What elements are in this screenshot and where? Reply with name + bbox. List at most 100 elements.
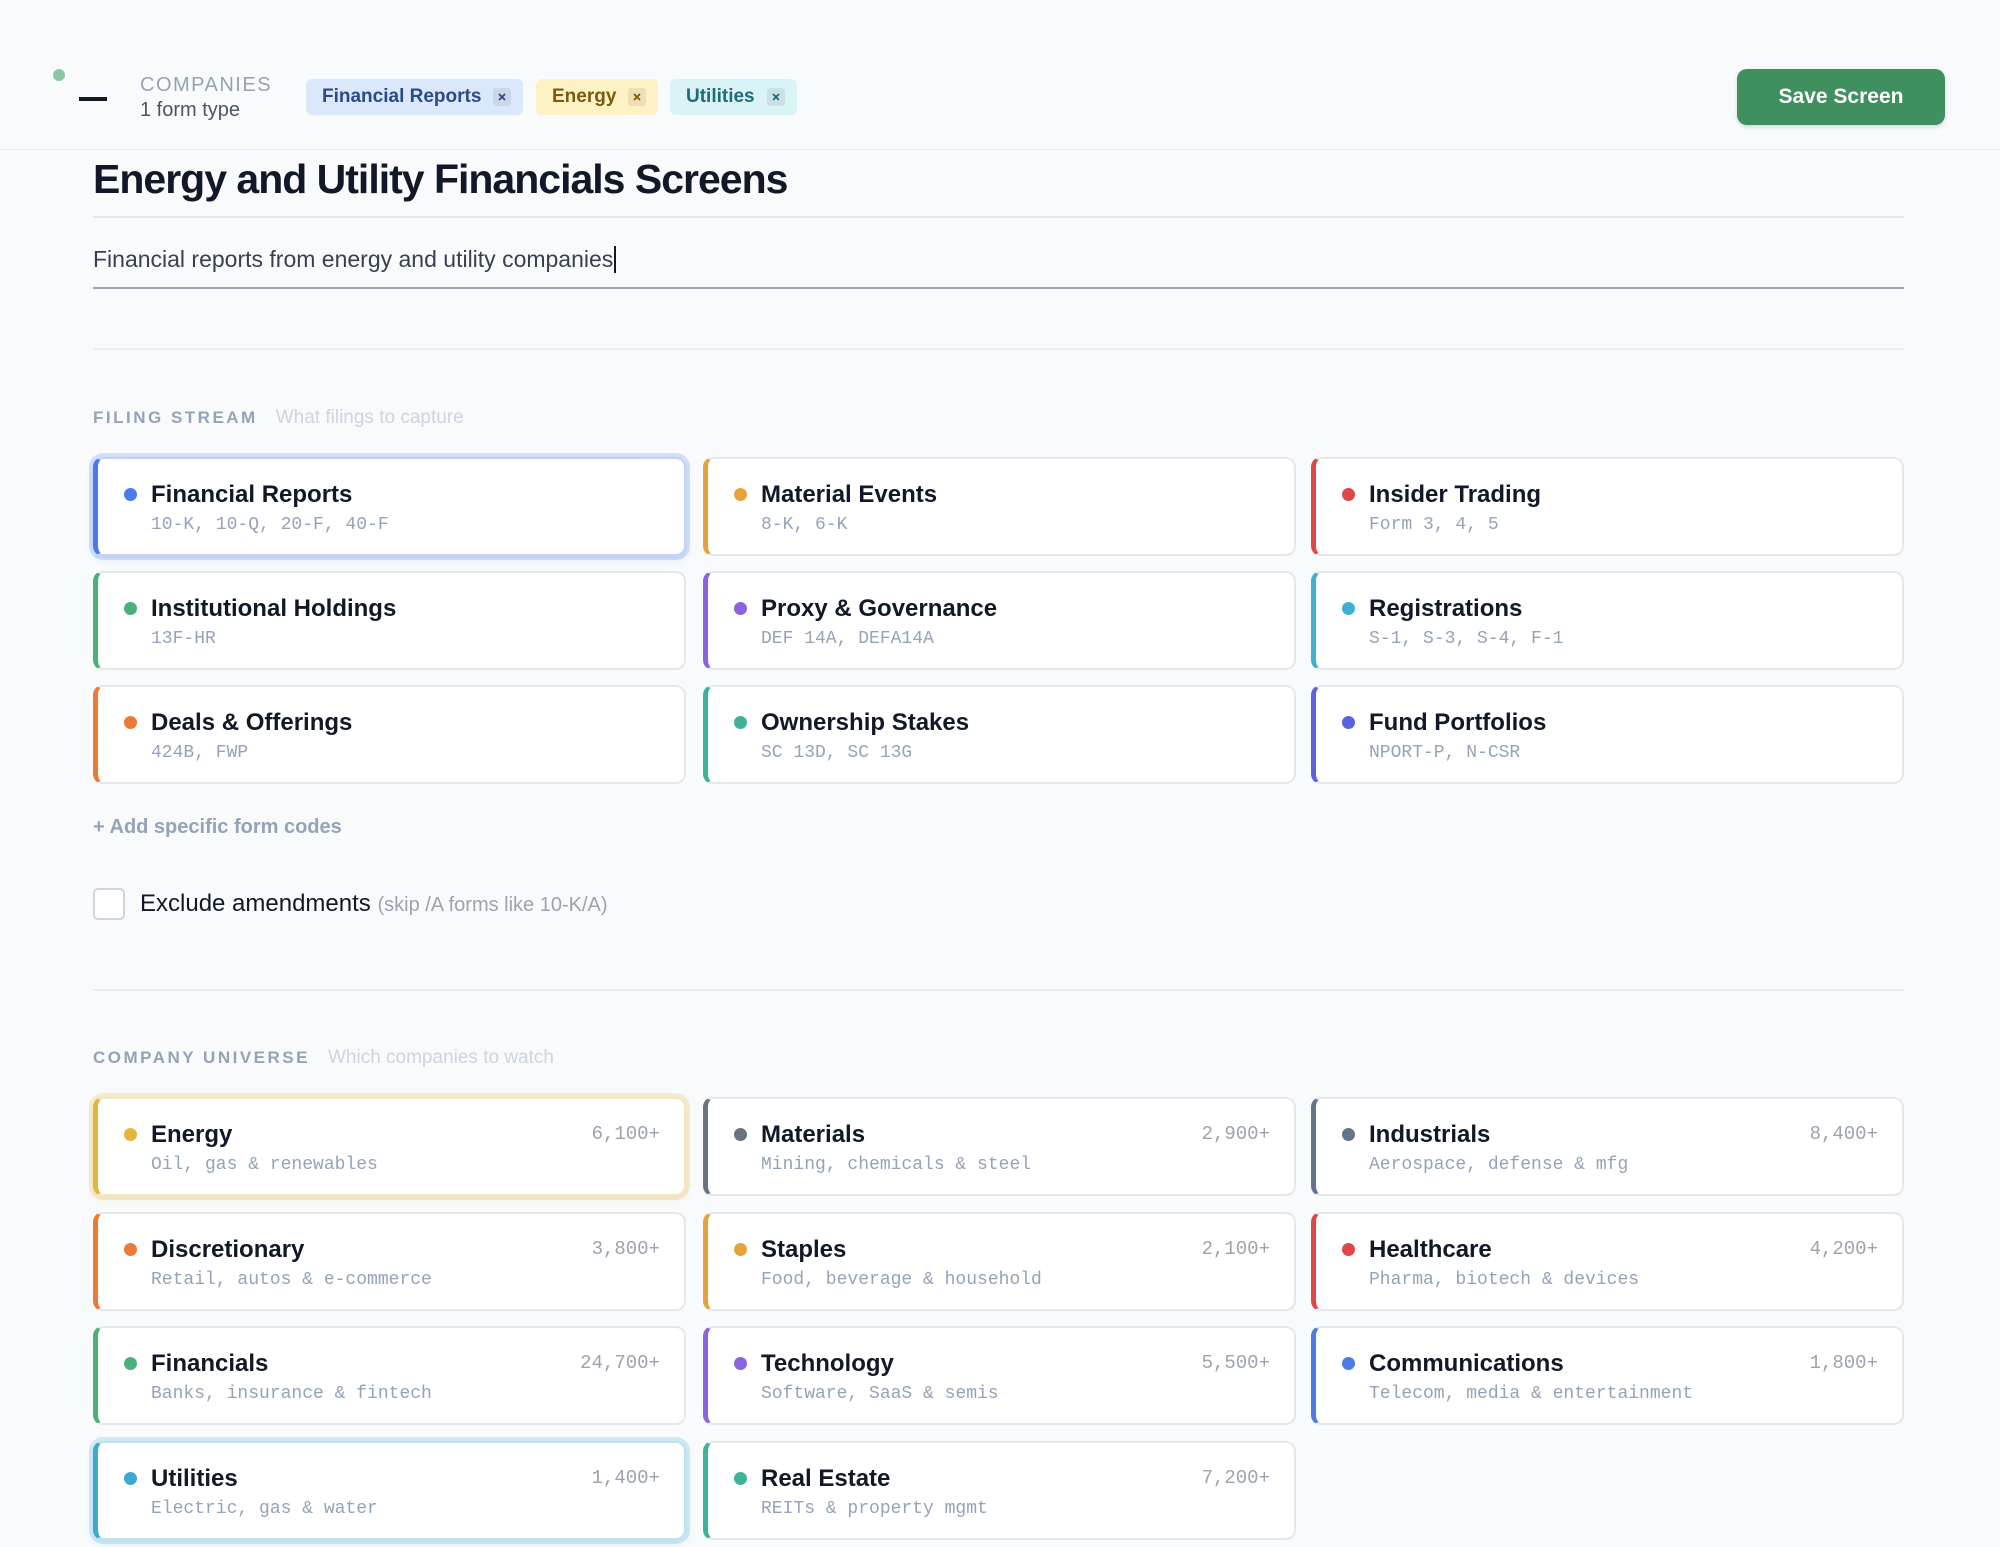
option-card[interactable]: Financials Banks, insurance & fintech 24,7… (93, 1326, 686, 1425)
color-dot (734, 1242, 747, 1256)
section-heading: FILING STREAM What filings to capture (93, 407, 464, 429)
card-title: Industrials (1369, 1121, 1491, 1148)
color-dot (1342, 716, 1355, 729)
card-title: Energy (151, 1121, 233, 1148)
card-title: Healthcare (1369, 1235, 1492, 1263)
card-title: Ownership Stakes (761, 709, 970, 736)
color-dot (1342, 1357, 1355, 1370)
status-dot (53, 69, 65, 81)
color-dot (734, 602, 747, 615)
option-card[interactable]: Technology Software, SaaS & semis 5,500+ (703, 1326, 1296, 1425)
color-dot (124, 1471, 137, 1485)
section-label: COMPANY UNIVERSE (93, 1048, 310, 1067)
card-subtitle: Aerospace, defense & mfg (1369, 1155, 1629, 1175)
card-subtitle: REITs & property mgmt (761, 1498, 988, 1519)
company-count: 8,400+ (1809, 1123, 1878, 1145)
chip-label: Utilities (686, 86, 755, 107)
option-card[interactable]: Communications Telecom, media & entertain… (1311, 1326, 1904, 1425)
card-subtitle: Pharma, biotech & devices (1369, 1269, 1640, 1290)
screen-title[interactable]: Energy and Utility Financials Screens (93, 156, 788, 202)
save-button[interactable]: Save Screen (1737, 69, 1945, 125)
option-card[interactable]: Proxy & Governance DEF 14A, DEFA14A (703, 571, 1296, 670)
description-input[interactable]: Financial reports from energy and utilit… (93, 246, 617, 273)
card-subtitle: NPORT-P, N-CSR (1369, 743, 1521, 763)
section-label: FILING STREAM (93, 408, 258, 427)
option-card[interactable]: Discretionary Retail, autos & e-commerce 3… (93, 1211, 686, 1311)
chip-remove[interactable] (493, 88, 512, 106)
color-dot (124, 1242, 137, 1256)
filter-chip: Energy (536, 79, 659, 115)
card-title: Institutional Holdings (151, 595, 397, 622)
card-subtitle: Telecom, media & entertainment (1369, 1384, 1694, 1404)
option-card[interactable]: Fund Portfolios NPORT-P, N-CSR (1311, 685, 1904, 784)
divider (93, 348, 1904, 350)
filter-chip: Financial Reports (306, 79, 524, 115)
company-count: 1,400+ (591, 1466, 660, 1489)
option-card[interactable]: Real Estate REITs & property mgmt 7,200+ (703, 1440, 1296, 1540)
option-card[interactable]: Material Events 8-K, 6-K (703, 457, 1296, 556)
option-card[interactable]: Healthcare Pharma, biotech & devices 4,200… (1311, 1211, 1904, 1311)
color-dot (734, 1128, 747, 1141)
color-dot (124, 1357, 137, 1370)
card-subtitle: DEF 14A, DEFA14A (761, 629, 934, 649)
card-subtitle: Banks, insurance & fintech (151, 1384, 432, 1404)
card-title: Financials (151, 1350, 269, 1377)
color-dot (734, 1471, 747, 1485)
color-dot (734, 1357, 747, 1370)
card-subtitle: Software, SaaS & semis (761, 1384, 999, 1404)
option-card[interactable]: Energy Oil, gas & renewables 6,100+ (93, 1097, 686, 1196)
section-hint: What filings to capture (275, 407, 464, 428)
color-dot (1342, 488, 1355, 501)
checkbox[interactable] (93, 888, 125, 920)
card-title: Communications (1369, 1350, 1564, 1377)
chip-remove[interactable] (766, 88, 785, 106)
option-card[interactable]: Registrations S-1, S-3, S-4, F-1 (1311, 571, 1904, 670)
header: COMPANIES 1 form type Financial Reports E… (0, 0, 2000, 150)
card-subtitle: 8-K, 6-K (761, 515, 848, 535)
divider (93, 216, 1904, 218)
add-form-codes[interactable]: + Add specific form codes (93, 816, 342, 838)
company-count: 3,800+ (591, 1237, 660, 1260)
form-count: 1 form type (140, 99, 241, 121)
chip-label: Energy (552, 86, 617, 107)
option-card[interactable]: Utilities Electric, gas & water 1,400+ (93, 1440, 686, 1540)
card-subtitle: Mining, chemicals & steel (761, 1155, 1032, 1175)
card-subtitle: Food, beverage & household (761, 1269, 1042, 1290)
company-count: 24,700+ (580, 1352, 660, 1374)
card-title: Real Estate (761, 1464, 891, 1492)
exclude-option: Exclude amendments (skip /A forms like 1… (140, 890, 608, 918)
card-title: Technology (761, 1350, 894, 1377)
filter-chip: Utilities (670, 79, 797, 115)
option-card[interactable]: Ownership Stakes SC 13D, SC 13G (703, 685, 1296, 784)
section-label: COMPANIES (140, 74, 273, 96)
chip-remove[interactable] (628, 88, 647, 106)
option-card[interactable]: Institutional Holdings 13F-HR (93, 571, 686, 670)
card-subtitle: 13F-HR (151, 629, 216, 649)
color-dot (1342, 602, 1355, 615)
card-title: Utilities (151, 1464, 238, 1492)
option-card[interactable]: Deals & Offerings 424B, FWP (93, 685, 686, 784)
color-dot (734, 716, 747, 729)
chip-label: Financial Reports (322, 86, 482, 107)
company-count: 7,200+ (1201, 1466, 1270, 1489)
company-count: 2,900+ (1201, 1123, 1270, 1145)
card-subtitle: Form 3, 4, 5 (1369, 515, 1499, 535)
option-card[interactable]: Insider Trading Form 3, 4, 5 (1311, 457, 1904, 556)
section-heading: COMPANY UNIVERSE Which companies to watch (93, 1047, 554, 1069)
card-subtitle: Retail, autos & e-commerce (151, 1269, 432, 1290)
dash (79, 97, 107, 101)
option-card[interactable]: Staples Food, beverage & household 2,100+ (703, 1211, 1296, 1311)
card-subtitle: S-1, S-3, S-4, F-1 (1369, 629, 1564, 649)
option-card[interactable]: Materials Mining, chemicals & steel 2,900+ (703, 1097, 1296, 1196)
exclude-label[interactable]: Exclude amendments (140, 890, 371, 917)
company-count: 1,800+ (1809, 1352, 1878, 1374)
card-subtitle: 10-K, 10-Q, 20-F, 40-F (151, 515, 389, 535)
company-count: 5,500+ (1201, 1352, 1270, 1374)
company-count: 4,200+ (1809, 1237, 1878, 1260)
option-card[interactable]: Industrials Aerospace, defense & mfg 8,400… (1311, 1097, 1904, 1196)
option-card[interactable]: Financial Reports 10-K, 10-Q, 20-F, 40-F (93, 457, 686, 556)
card-title: Deals & Offerings (151, 709, 353, 736)
color-dot (124, 1128, 137, 1141)
card-title: Material Events (761, 481, 938, 508)
